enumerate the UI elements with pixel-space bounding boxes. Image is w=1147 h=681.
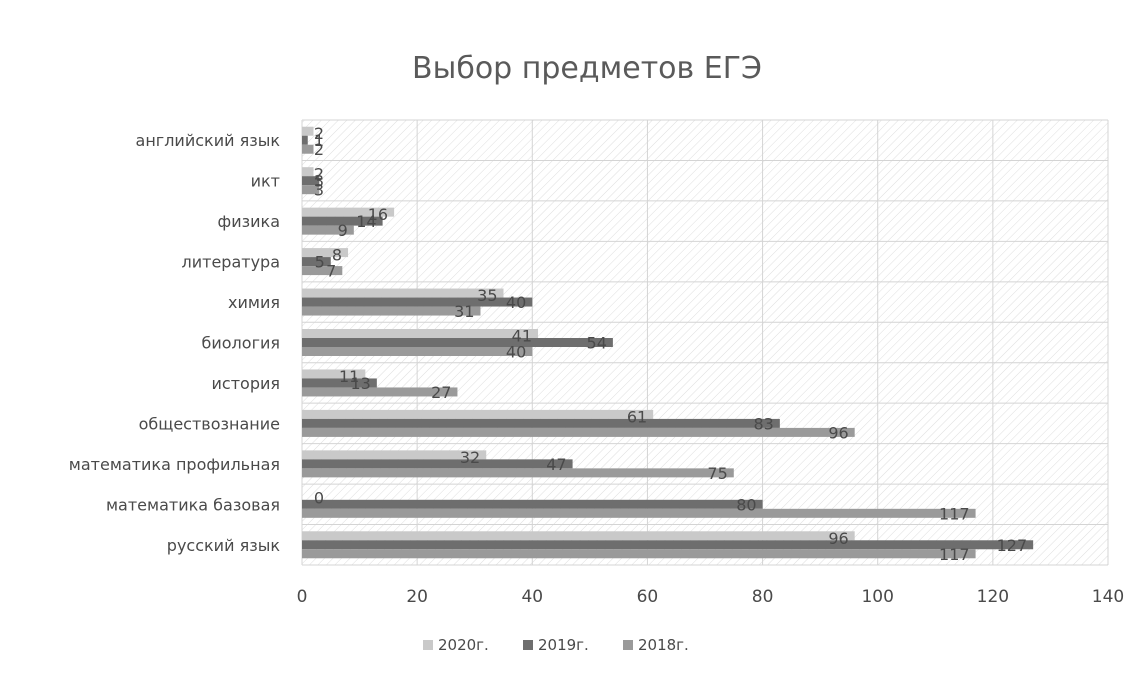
bar: [302, 459, 573, 469]
data-label: 11: [339, 367, 359, 386]
data-label: 2: [314, 140, 324, 159]
bar: [302, 468, 734, 478]
category-label: история: [212, 374, 280, 393]
category-label: химия: [228, 293, 280, 312]
data-label: 40: [506, 293, 526, 312]
data-label: 96: [828, 529, 848, 548]
gridlines: [301, 119, 1109, 566]
bar: [302, 418, 780, 428]
bar: [302, 549, 976, 559]
data-label: 83: [753, 414, 773, 433]
x-tick-label: 40: [521, 587, 543, 607]
bar: [302, 347, 533, 356]
bar: [302, 266, 343, 276]
data-label: 35: [477, 286, 497, 305]
category-label: физика: [218, 212, 280, 231]
bar: [302, 499, 763, 509]
data-label: 96: [828, 423, 848, 442]
legend-swatch: [423, 640, 433, 650]
category-labels: английский язык икт физика литература химия б…: [69, 131, 281, 555]
data-label: 61: [627, 407, 647, 426]
category-label: математика профильная: [69, 455, 280, 474]
data-label: 127: [997, 536, 1028, 555]
legend-label: 2018г.: [638, 636, 689, 654]
bar: [302, 427, 855, 437]
bar: [302, 297, 533, 307]
category-label: русский язык: [167, 536, 281, 555]
data-label: 75: [707, 464, 727, 483]
bar: [302, 288, 504, 298]
data-label: 54: [587, 334, 607, 353]
x-tick-label: 100: [861, 587, 893, 607]
data-label: 3: [314, 172, 324, 191]
data-label: 8: [332, 246, 342, 265]
bar: [302, 338, 613, 347]
data-label: 47: [546, 455, 566, 474]
bar: [302, 378, 377, 388]
data-label: 7: [326, 262, 336, 281]
bar: [302, 207, 395, 217]
category-label: математика базовая: [106, 495, 280, 514]
bar: [302, 409, 654, 419]
legend-label: 2020г.: [438, 636, 489, 654]
data-label: 5: [315, 253, 325, 272]
x-tick-label: 60: [637, 587, 659, 607]
data-label: 117: [939, 504, 970, 523]
category-label: литература: [182, 253, 281, 272]
x-tick-label: 80: [752, 587, 774, 607]
data-label: 9: [338, 221, 348, 240]
legend-label: 2019г.: [538, 636, 589, 654]
bar: [302, 185, 320, 195]
data-label: 2: [314, 165, 324, 184]
bar: [302, 167, 314, 177]
bar: [302, 329, 539, 338]
bar: [302, 135, 308, 145]
data-label: 3: [314, 181, 324, 200]
bar: [302, 225, 354, 235]
bar: [302, 176, 320, 186]
data-label: 16: [368, 205, 388, 224]
data-label: 41: [512, 327, 532, 346]
bar: [302, 450, 487, 460]
bar: [302, 306, 481, 316]
x-tick-label: 140: [1092, 587, 1124, 607]
data-label: 2: [314, 124, 324, 143]
x-tick-label: 0: [297, 587, 308, 607]
data-label: 40: [506, 343, 526, 362]
category-label: биология: [202, 334, 281, 353]
data-label: 13: [350, 374, 370, 393]
legend: 2020г. 2019г. 2018г.: [423, 636, 689, 654]
category-label: икт: [251, 172, 280, 191]
data-label: 32: [460, 448, 480, 467]
data-label: 27: [431, 383, 451, 402]
bar: [302, 540, 1034, 550]
bar: [302, 531, 855, 541]
x-tick-label: 20: [406, 587, 428, 607]
bar: [302, 369, 366, 379]
bar: [302, 257, 331, 267]
bar: [302, 144, 314, 154]
legend-swatch: [523, 640, 533, 650]
data-label: 80: [736, 495, 756, 514]
data-label: 14: [356, 212, 376, 231]
x-axis-ticks: 0 20 40 60 80 100 120 140: [297, 587, 1125, 607]
data-label: 1: [314, 131, 324, 150]
x-tick-label: 120: [977, 587, 1009, 607]
category-label: английский язык: [136, 131, 281, 150]
bar: [302, 508, 976, 518]
legend-swatch: [623, 640, 633, 650]
bar: [302, 248, 349, 258]
chart-title: Выбор предметов ЕГЭ: [412, 51, 762, 86]
data-label: 31: [454, 302, 474, 321]
bar: [302, 387, 458, 397]
bars: [302, 126, 1034, 559]
bar: [302, 216, 383, 226]
category-label: обществознание: [139, 414, 280, 433]
data-label: 0: [314, 488, 324, 507]
data-label: 117: [939, 545, 970, 564]
bar: [302, 126, 314, 136]
